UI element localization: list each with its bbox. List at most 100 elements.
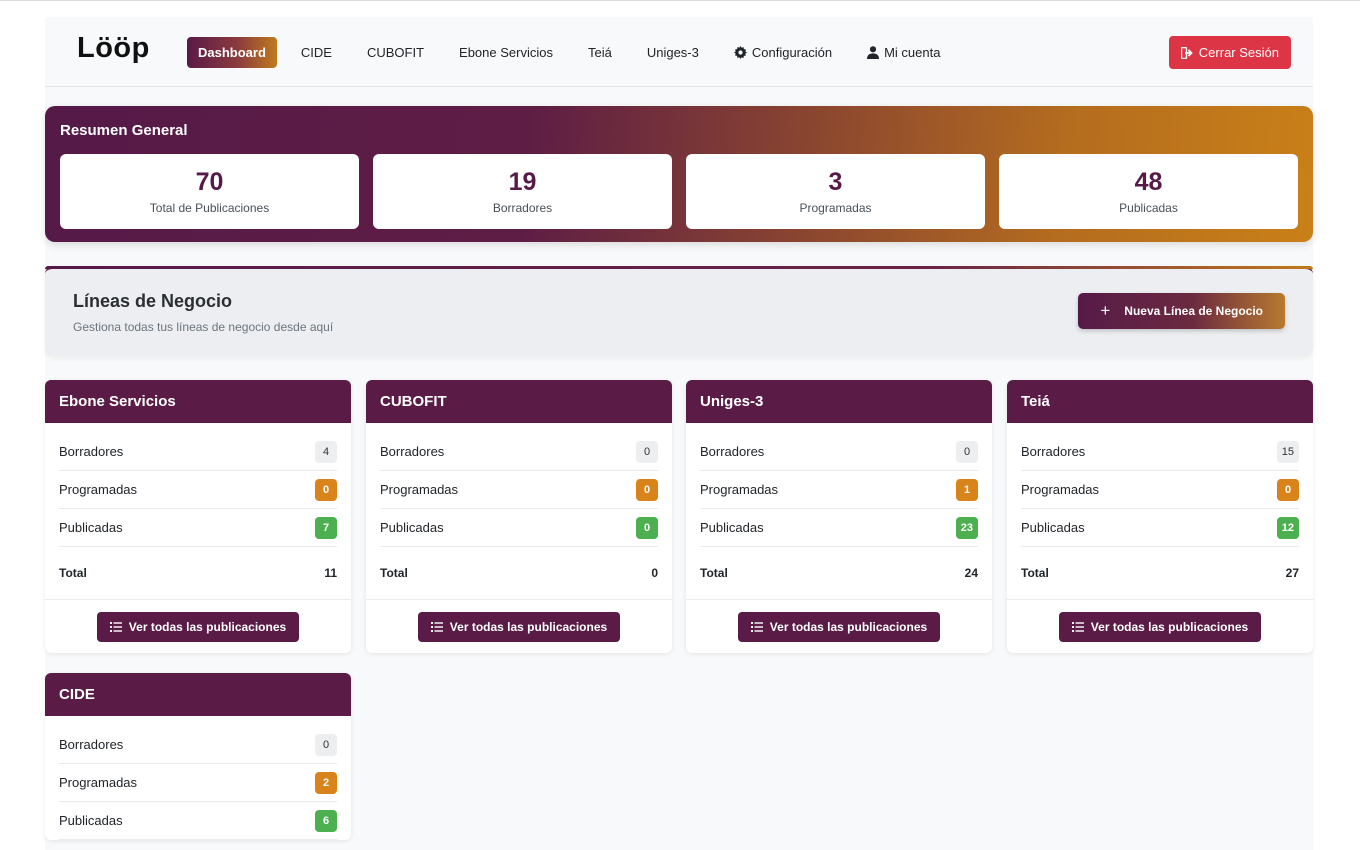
nav-dashboard[interactable]: Dashboard bbox=[187, 37, 277, 68]
total-value: 27 bbox=[1285, 566, 1299, 580]
business-lines-header: Líneas de Negocio Gestiona todas tus lín… bbox=[45, 266, 1313, 356]
drafts-badge: 4 bbox=[315, 440, 337, 463]
row-total: Total 0 bbox=[380, 547, 658, 599]
nav-configuracion[interactable]: Configuración bbox=[723, 37, 843, 68]
card-body: Borradores 0 Programadas 2 Publicadas 6 bbox=[45, 716, 351, 840]
row-scheduled: Programadas 0 bbox=[59, 471, 337, 509]
drafts-badge: 0 bbox=[956, 440, 978, 463]
app-shell: Lööp Dashboard CIDE CUBOFIT Ebone Servic… bbox=[45, 17, 1313, 850]
new-business-line-label: Nueva Línea de Negocio bbox=[1124, 304, 1263, 318]
row-scheduled: Programadas 1 bbox=[700, 471, 978, 509]
card-title: CUBOFIT bbox=[366, 380, 672, 423]
nav-ebone-servicios[interactable]: Ebone Servicios bbox=[448, 37, 564, 68]
view-all-label: Ver todas las publicaciones bbox=[1090, 619, 1249, 634]
nav-links: Dashboard CIDE CUBOFIT Ebone Servicios T… bbox=[187, 37, 964, 68]
view-all-publications-button[interactable]: Ver todas las publicaciones bbox=[417, 611, 621, 642]
card-ebone-servicios: Ebone Servicios Borradores 4 Programadas 0 Pu… bbox=[45, 380, 351, 653]
card-title: CIDE bbox=[45, 673, 351, 716]
published-badge: 12 bbox=[1276, 516, 1299, 539]
row-drafts-label: Borradores bbox=[380, 444, 445, 459]
stat-published: 48 Publicadas bbox=[999, 154, 1298, 229]
logout-button[interactable]: Cerrar Sesión bbox=[1168, 36, 1291, 69]
drafts-badge: 0 bbox=[636, 440, 658, 463]
row-drafts: Borradores 15 bbox=[1021, 433, 1299, 471]
card-footer: Ver todas las publicaciones bbox=[686, 599, 992, 653]
total-value: 11 bbox=[324, 566, 337, 580]
view-all-publications-button[interactable]: Ver todas las publicaciones bbox=[737, 611, 941, 642]
list-icon bbox=[1071, 621, 1084, 632]
stat-scheduled-value: 3 bbox=[828, 168, 843, 196]
view-all-label: Ver todas las publicaciones bbox=[128, 619, 287, 634]
card-body: Borradores 15 Programadas 0 Publicadas 12 Tota… bbox=[1007, 423, 1313, 599]
new-business-line-button[interactable]: + Nueva Línea de Negocio bbox=[1078, 293, 1285, 329]
nav-configuracion-label: Configuración bbox=[751, 45, 833, 60]
card-cubofit: CUBOFIT Borradores 0 Programadas 0 Publicadas… bbox=[366, 380, 672, 653]
row-total-label: Total bbox=[1021, 566, 1049, 580]
card-title: Uniges-3 bbox=[686, 380, 992, 423]
row-scheduled-label: Programadas bbox=[380, 482, 459, 497]
view-all-publications-button[interactable]: Ver todas las publicaciones bbox=[96, 611, 300, 642]
view-all-label: Ver todas las publicaciones bbox=[769, 619, 928, 634]
row-published: Publicadas 7 bbox=[59, 509, 337, 547]
top-navbar: Lööp Dashboard CIDE CUBOFIT Ebone Servic… bbox=[45, 17, 1313, 87]
stat-total-value: 70 bbox=[195, 168, 224, 196]
card-cide: CIDE Borradores 0 Programadas 2 Publicadas 6 bbox=[45, 673, 351, 840]
row-scheduled-label: Programadas bbox=[700, 482, 779, 497]
row-published-label: Publicadas bbox=[59, 520, 123, 535]
nav-uniges-3[interactable]: Uniges-3 bbox=[636, 37, 710, 68]
list-icon bbox=[750, 621, 763, 632]
row-scheduled-label: Programadas bbox=[59, 482, 138, 497]
row-scheduled: Programadas 0 bbox=[380, 471, 658, 509]
nav-uniges-label: Uniges-3 bbox=[646, 45, 699, 60]
row-drafts: Borradores 0 bbox=[59, 726, 337, 764]
nav-teia[interactable]: Teiá bbox=[577, 37, 623, 68]
nav-dashboard-label: Dashboard bbox=[198, 45, 266, 60]
card-footer: Ver todas las publicaciones bbox=[366, 599, 672, 653]
row-published: Publicadas 6 bbox=[59, 802, 337, 840]
card-title: Ebone Servicios bbox=[45, 380, 351, 423]
brand-logo[interactable]: Lööp bbox=[77, 32, 150, 64]
user-icon bbox=[867, 46, 880, 59]
scheduled-badge: 0 bbox=[636, 478, 658, 501]
row-total: Total 11 bbox=[59, 547, 337, 599]
scheduled-badge: 0 bbox=[315, 478, 337, 501]
plus-icon: + bbox=[1100, 301, 1111, 320]
row-scheduled-label: Programadas bbox=[59, 775, 138, 790]
row-published-label: Publicadas bbox=[1021, 520, 1085, 535]
sign-out-icon bbox=[1180, 46, 1193, 59]
stat-scheduled-label: Programadas bbox=[799, 201, 872, 215]
gear-icon bbox=[733, 46, 747, 59]
view-all-publications-button[interactable]: Ver todas las publicaciones bbox=[1058, 611, 1262, 642]
nav-cubofit[interactable]: CUBOFIT bbox=[356, 37, 435, 68]
row-scheduled: Programadas 2 bbox=[59, 764, 337, 802]
published-badge: 0 bbox=[636, 516, 658, 539]
row-total-label: Total bbox=[59, 566, 87, 580]
nav-mi-cuenta-label: Mi cuenta bbox=[884, 45, 941, 60]
row-drafts-label: Borradores bbox=[59, 444, 124, 459]
nav-cide[interactable]: CIDE bbox=[290, 37, 343, 68]
row-drafts-label: Borradores bbox=[59, 737, 124, 752]
row-published: Publicadas 0 bbox=[380, 509, 658, 547]
row-scheduled-label: Programadas bbox=[1021, 482, 1100, 497]
row-drafts: Borradores 0 bbox=[380, 433, 658, 471]
row-scheduled: Programadas 0 bbox=[1021, 471, 1299, 509]
row-drafts-label: Borradores bbox=[700, 444, 765, 459]
drafts-badge: 0 bbox=[315, 733, 337, 756]
stat-drafts: 19 Borradores bbox=[373, 154, 672, 229]
stat-total: 70 Total de Publicaciones bbox=[60, 154, 359, 229]
business-lines-subtitle: Gestiona todas tus líneas de negocio des… bbox=[73, 320, 334, 334]
row-drafts-label: Borradores bbox=[1021, 444, 1086, 459]
stat-drafts-value: 19 bbox=[508, 168, 537, 196]
drafts-badge: 15 bbox=[1276, 440, 1299, 463]
published-badge: 23 bbox=[955, 516, 978, 539]
card-body: Borradores 0 Programadas 1 Publicadas 23 Total… bbox=[686, 423, 992, 599]
nav-mi-cuenta[interactable]: Mi cuenta bbox=[856, 37, 951, 68]
stat-drafts-label: Borradores bbox=[492, 201, 553, 215]
card-footer: Ver todas las publicaciones bbox=[45, 599, 351, 653]
list-icon bbox=[430, 621, 443, 632]
stat-scheduled: 3 Programadas bbox=[686, 154, 985, 229]
summary-panel: Resumen General 70 Total de Publicacione… bbox=[45, 106, 1313, 242]
scheduled-badge: 1 bbox=[956, 478, 978, 501]
row-published-label: Publicadas bbox=[59, 813, 123, 828]
nav-cide-label: CIDE bbox=[300, 45, 332, 60]
